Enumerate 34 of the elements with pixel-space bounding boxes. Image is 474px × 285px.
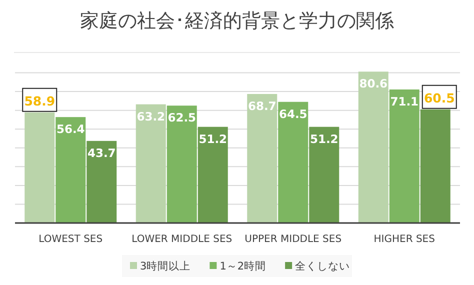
chart-title: 家庭の社会･経済的背景と学力の関係: [80, 10, 394, 32]
data-label: 62.5: [168, 110, 196, 125]
data-label: 80.6: [359, 76, 388, 91]
x-tick-label: UPPER MIDDLE SES: [244, 234, 342, 245]
highlight: 58.9: [22, 88, 58, 112]
data-label: 43.7: [87, 146, 116, 160]
data-label: 51.2: [198, 132, 228, 146]
bar: [24, 112, 55, 223]
data-label: 68.7: [248, 98, 276, 113]
annotation: 60.5: [424, 90, 455, 106]
legend-label: 1～2時間: [220, 260, 266, 272]
bar: [86, 140, 117, 223]
data-label: 64.5: [278, 106, 308, 121]
bar: [420, 109, 450, 223]
x-tick-label: HIGHER SES: [374, 234, 435, 245]
bar: [166, 106, 197, 223]
legend-label: 全くしない: [295, 260, 350, 272]
data-label: 71.1: [390, 94, 419, 108]
legend-label: 3時間以上: [140, 260, 191, 272]
data-label: 51.2: [310, 132, 338, 146]
data-label: 56.4: [56, 122, 85, 136]
bar: [247, 94, 278, 223]
x-tick-label: LOWER MIDDLE SES: [132, 234, 232, 245]
bar: [389, 89, 420, 223]
bar: [278, 102, 308, 223]
bar: [56, 117, 86, 223]
bar: [358, 72, 388, 223]
bar: [309, 126, 340, 223]
annotation: 58.9: [24, 93, 56, 108]
bar: [136, 104, 166, 223]
x-tick-label: LOWEST SES: [38, 234, 103, 245]
data-label: 63.2: [136, 109, 166, 124]
highlight: 60.5: [422, 84, 457, 109]
bar: [198, 126, 228, 223]
